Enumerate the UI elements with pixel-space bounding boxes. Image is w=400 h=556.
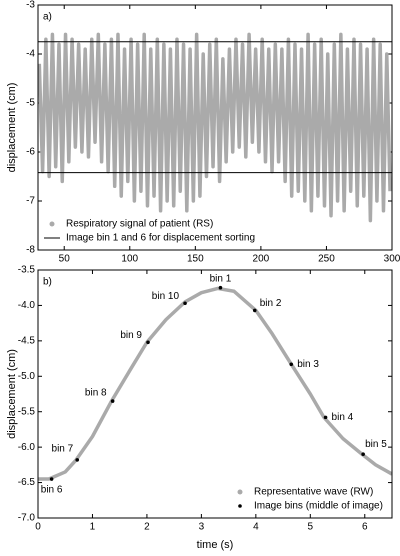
bin-label: bin 4 xyxy=(332,412,354,423)
y-axis-label: displacement (cm) xyxy=(6,83,18,173)
y-axis-label: displacement (cm) xyxy=(6,349,18,439)
y-tick-label: -5.5 xyxy=(18,406,36,417)
x-axis-label: time (s) xyxy=(197,539,234,551)
legend-label: Image bin 1 and 6 for displacement sorti… xyxy=(66,233,255,244)
bin-label: bin 7 xyxy=(52,444,74,455)
x-tick-label: 1 xyxy=(90,522,96,533)
x-tick-label: 150 xyxy=(187,254,204,265)
legend-swatch xyxy=(238,504,242,508)
signal-line xyxy=(38,32,392,223)
bin-label: bin 2 xyxy=(260,298,282,309)
legend-swatch xyxy=(237,489,243,495)
bin-label: bin 9 xyxy=(120,330,142,341)
bin-label: bin 10 xyxy=(152,291,180,302)
x-tick-label: 50 xyxy=(59,254,71,265)
x-tick-label: 300 xyxy=(384,254,400,265)
x-tick-label: 250 xyxy=(318,254,335,265)
bin-point xyxy=(218,285,223,290)
x-tick-label: 200 xyxy=(253,254,270,265)
y-tick-label: -7.0 xyxy=(18,513,36,524)
y-tick-label: -8 xyxy=(26,245,35,256)
y-tick-label: -4.5 xyxy=(18,335,36,346)
bin-point xyxy=(289,362,294,367)
y-tick-label: -4 xyxy=(26,49,35,60)
plot-frame xyxy=(37,4,393,251)
y-tick-label: -6 xyxy=(26,147,35,158)
panel-label: b) xyxy=(43,277,52,288)
bin-label: bin 1 xyxy=(210,273,232,284)
bin-label: bin 8 xyxy=(85,388,107,399)
y-tick-label: -6.5 xyxy=(18,477,36,488)
y-tick-label: -5.0 xyxy=(18,371,36,382)
panel-label: a) xyxy=(43,12,52,23)
y-tick-label: -3.5 xyxy=(18,265,36,276)
bin-point xyxy=(146,340,150,345)
x-tick-label: 5 xyxy=(308,522,314,533)
bin-point xyxy=(110,399,115,403)
y-tick-label: -4.0 xyxy=(18,300,36,311)
x-tick-label: 2 xyxy=(144,522,150,533)
bin-point xyxy=(361,452,365,457)
bin-point xyxy=(49,477,54,481)
legend-label: Respiratory signal of patient (RS) xyxy=(66,219,213,230)
bin-point xyxy=(252,308,257,313)
x-tick-label: 0 xyxy=(35,522,41,533)
bin-label: bin 5 xyxy=(365,439,387,450)
signal-line xyxy=(38,286,392,481)
x-tick-label: 4 xyxy=(253,522,259,533)
legend-swatch xyxy=(49,221,55,227)
bin-point xyxy=(75,458,80,462)
bin-label: bin 6 xyxy=(41,485,63,496)
plot-frame xyxy=(37,269,393,519)
y-tick-label: -6.0 xyxy=(18,442,36,453)
legend-label: Image bins (middle of image) xyxy=(254,501,383,512)
y-tick-label: -7 xyxy=(26,196,35,207)
x-tick-label: 100 xyxy=(121,254,138,265)
bin-label: bin 3 xyxy=(297,359,319,370)
y-tick-label: -5 xyxy=(26,98,35,109)
legend-label: Representative wave (RW) xyxy=(254,487,373,498)
x-tick-label: 6 xyxy=(362,522,368,533)
x-tick-label: 3 xyxy=(199,522,205,533)
y-tick-label: -3 xyxy=(26,0,35,11)
bin-point xyxy=(323,415,328,420)
bin-point xyxy=(183,301,187,306)
